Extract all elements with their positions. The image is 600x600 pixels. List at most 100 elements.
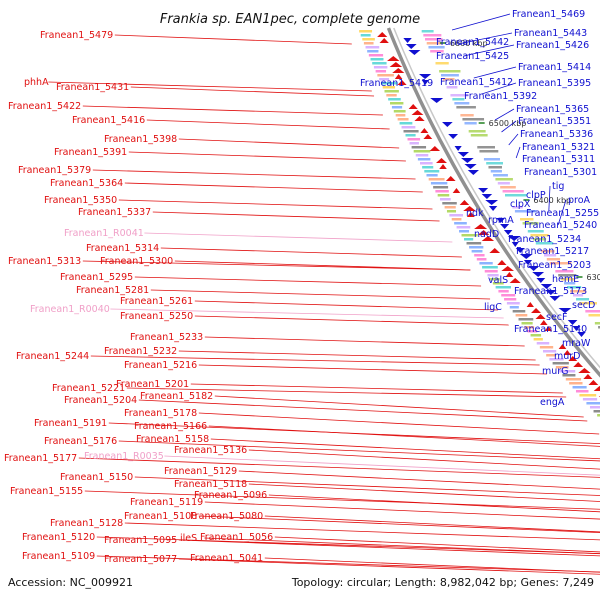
- forward-strand-gene: [523, 260, 533, 265]
- annotation-block: [543, 350, 557, 353]
- annotation-block: [559, 370, 576, 373]
- annotation-block: [502, 190, 524, 193]
- gene-label-left: Franean1_5191: [34, 418, 107, 429]
- leader-line: [90, 355, 540, 366]
- leader-line: [174, 260, 471, 271]
- forward-strand-gene: [532, 272, 545, 277]
- reverse-strand-gene: [505, 272, 514, 277]
- reverse-strand-gene: [501, 266, 515, 271]
- annotation-block: [397, 118, 409, 121]
- gene-label-right: Franean1_5395: [518, 78, 591, 89]
- reverse-strand-gene: [474, 224, 488, 229]
- annotation-block: [579, 302, 597, 305]
- gene-label-right: tig: [552, 181, 564, 192]
- annotation-block: [589, 406, 600, 409]
- gene-label-right: Franean1_5203: [518, 260, 591, 271]
- forward-strand-gene: [511, 242, 519, 247]
- reverse-strand-gene: [463, 206, 476, 211]
- annotation-block: [420, 162, 433, 165]
- scale-label: 6300 kbp: [587, 273, 600, 282]
- leader-line: [110, 308, 504, 319]
- reverse-strand-gene: [408, 104, 418, 109]
- gene-label-left: Franean1_5056: [200, 532, 273, 543]
- annotation-block: [497, 182, 510, 185]
- annotation-block: [464, 122, 477, 125]
- annotation-block: [391, 106, 403, 109]
- reverse-strand-gene: [481, 236, 495, 241]
- gene-label-left: Franean1_5221: [52, 383, 125, 394]
- leader-line: [208, 425, 600, 447]
- gene-label-right: Franean1_5336: [520, 129, 593, 140]
- annotation-block: [450, 94, 469, 97]
- forward-strand-gene: [467, 170, 479, 175]
- annotation-block: [428, 178, 445, 181]
- reverse-strand-gene: [540, 320, 548, 325]
- reverse-strand-gene: [459, 200, 470, 205]
- leader-line: [144, 232, 453, 243]
- gene-label-right: Franean1_5469: [512, 9, 585, 20]
- forward-strand-gene: [408, 50, 421, 55]
- annotation-block: [452, 98, 465, 101]
- leader-line: [82, 260, 471, 271]
- reverse-strand-gene: [423, 134, 433, 139]
- forward-strand-gene: [558, 308, 572, 313]
- annotation-block: [597, 414, 600, 417]
- forward-strand-gene: [496, 218, 506, 223]
- leader-line: [204, 336, 525, 347]
- annotation-block: [433, 186, 449, 189]
- gene-label-right: secF: [546, 312, 567, 323]
- gene-label-left: Franean1_5416: [72, 115, 145, 126]
- gene-label-left: Franean1_5204: [64, 395, 137, 406]
- gene-label-right: rpmA: [488, 215, 514, 226]
- reverse-strand-gene: [563, 350, 572, 355]
- leader-line: [178, 350, 536, 361]
- leader-line: [508, 133, 519, 146]
- forward-strand-gene: [507, 236, 521, 241]
- forward-strand-gene: [457, 152, 470, 157]
- forward-strand-gene: [485, 200, 499, 205]
- leader-line: [134, 476, 600, 496]
- gene-label-left: Franean1_5479: [40, 30, 113, 41]
- annotation-block: [379, 78, 390, 81]
- gene-label-left: Franean1_5314: [86, 243, 159, 254]
- gene-label-left: Franean1_5178: [124, 408, 197, 419]
- annotation-block: [490, 278, 500, 281]
- annotation-block: [576, 298, 590, 301]
- gene-label-left: Franean1_5250: [120, 311, 193, 322]
- annotation-block: [501, 294, 516, 297]
- gene-label-right: Franean1_5426: [516, 40, 589, 51]
- forward-strand-gene: [418, 74, 432, 79]
- gene-label-right: nadD: [474, 229, 499, 240]
- forward-strand-gene: [567, 320, 578, 325]
- reverse-strand-gene: [445, 176, 456, 181]
- topology-text: Topology: circular; Length: 8,982,042 bp…: [291, 576, 594, 589]
- annotation-block: [468, 130, 486, 133]
- leader-line: [274, 536, 600, 553]
- gene-label-right: Franean1_5321: [522, 142, 595, 153]
- annotation-block: [569, 382, 583, 385]
- forward-strand-gene: [519, 254, 533, 259]
- annotation-block: [459, 230, 470, 233]
- gene-label-left: Franean1_5118: [174, 479, 247, 490]
- annotation-block: [380, 82, 398, 85]
- annotation-block: [488, 166, 502, 169]
- annotation-block: [469, 246, 484, 249]
- gene-label-right: Franean1_5217: [516, 246, 589, 257]
- annotation-block: [539, 346, 554, 349]
- gene-label-right: Franean1_5412: [440, 77, 513, 88]
- reverse-strand-gene: [544, 326, 553, 331]
- annotation-block: [430, 182, 448, 185]
- gene-label-right: mraW: [562, 338, 591, 349]
- gene-label-right: Franean1_5301: [524, 167, 597, 178]
- annotation-block: [483, 158, 500, 161]
- annotation-block: [377, 74, 394, 77]
- accession-text: Accession: NC_009921: [8, 576, 133, 589]
- gene-label-right: secD: [572, 300, 595, 311]
- annotation-block: [570, 290, 587, 293]
- forward-strand-gene: [540, 284, 553, 289]
- forward-strand-gene: [403, 38, 412, 43]
- leader-line: [494, 108, 515, 121]
- leader-line: [48, 81, 372, 92]
